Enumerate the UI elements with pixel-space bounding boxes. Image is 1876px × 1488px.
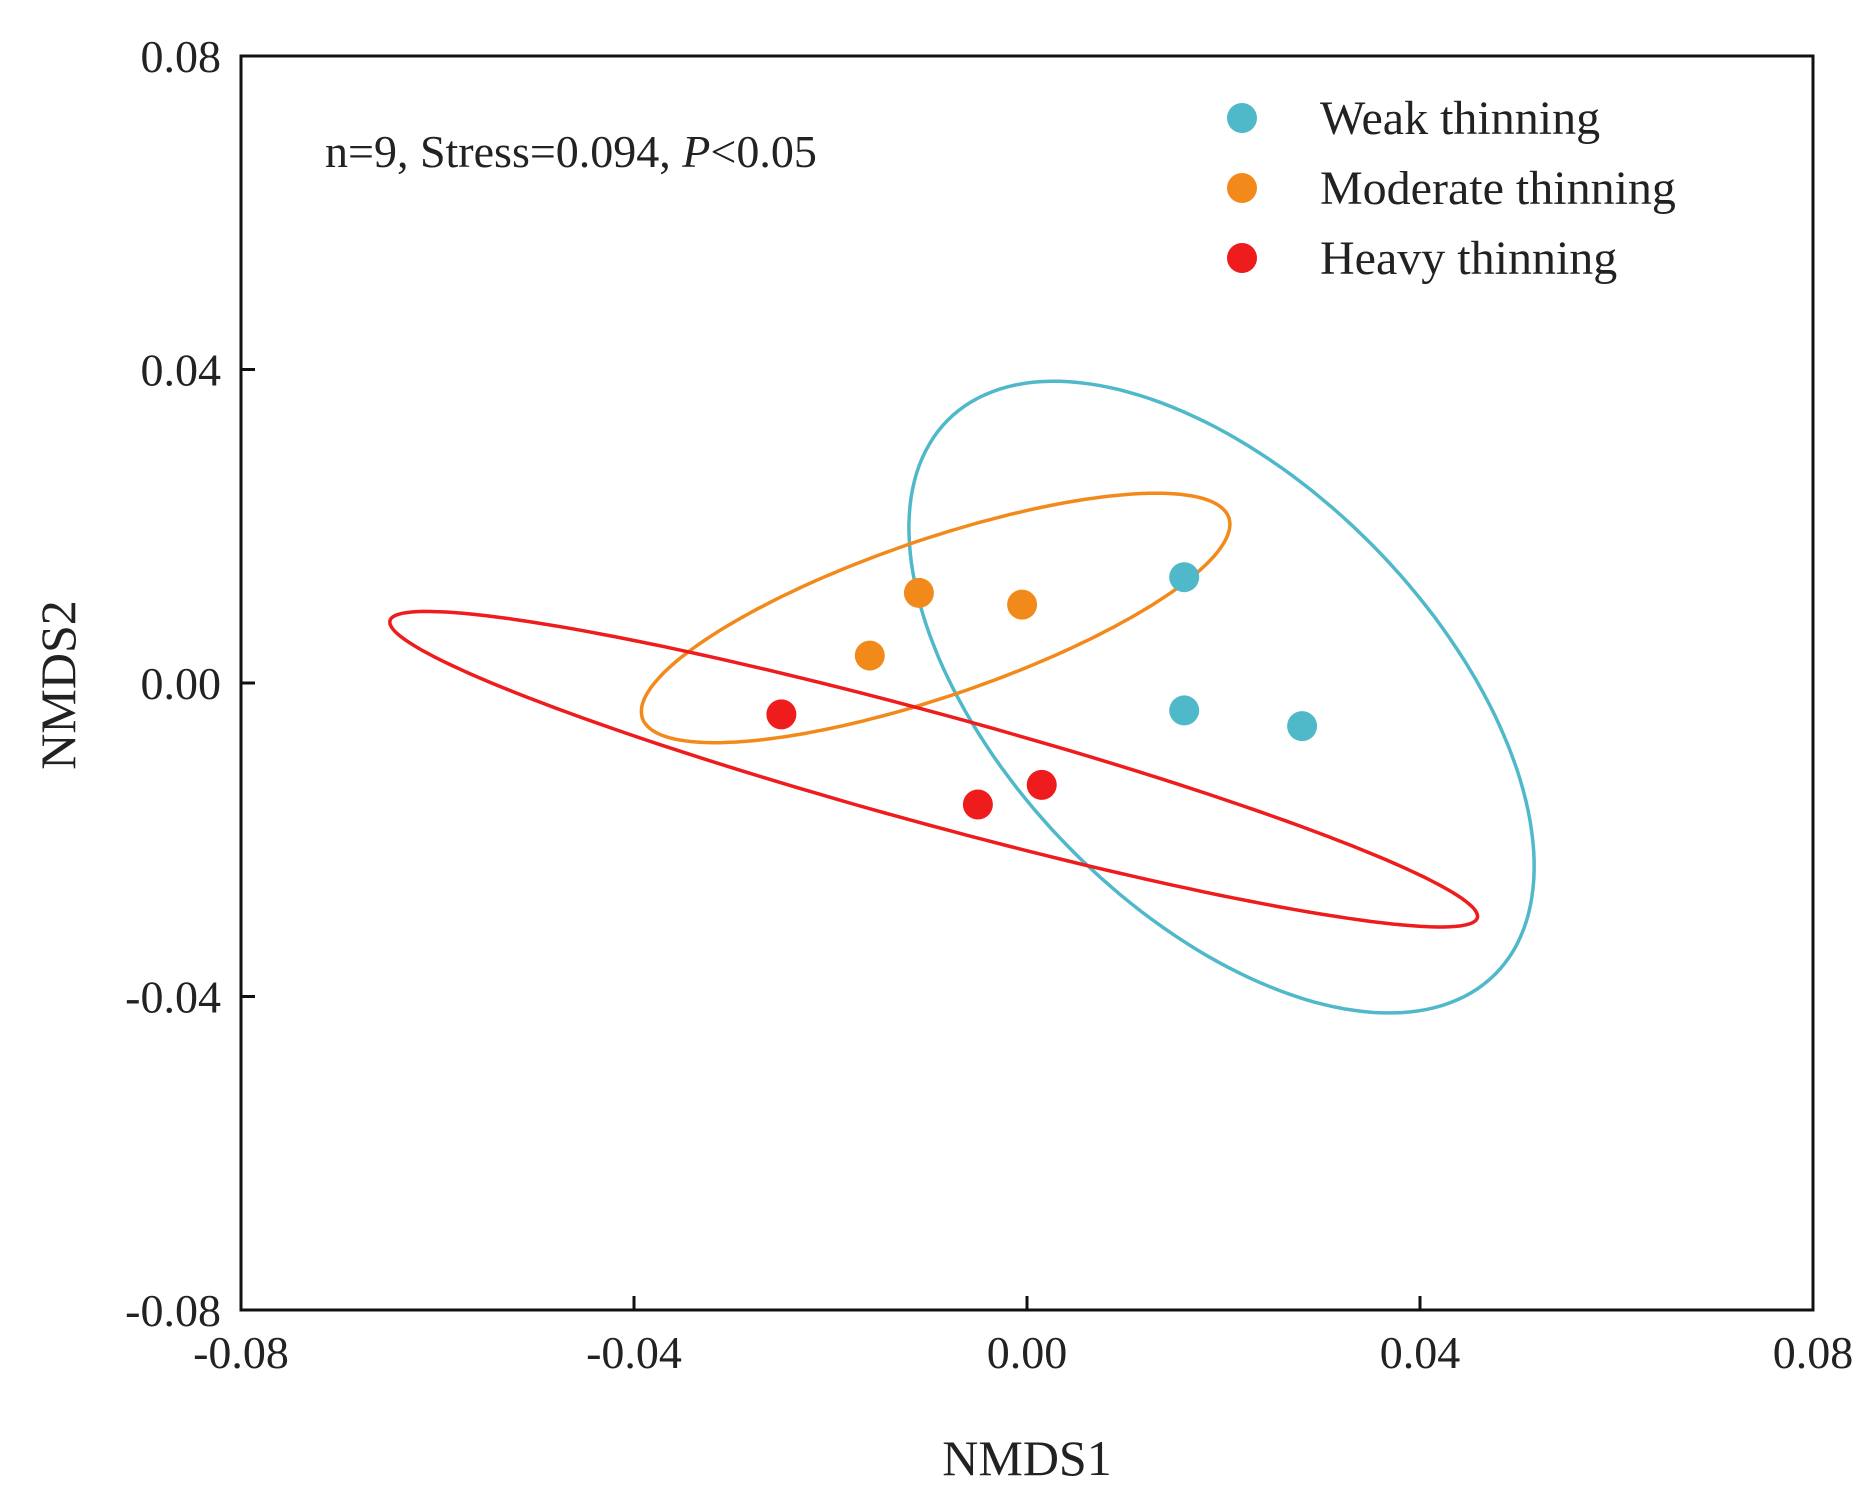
stats-annotation: n=9, Stress=0.094, P<0.05 [325, 126, 817, 177]
ellipse-moderate-thinning [639, 491, 1232, 745]
y-axis-title: NMDS2 [30, 600, 86, 769]
y-tick-label: 0.08 [141, 31, 222, 82]
legend-marker-heavy-thinning [1227, 243, 1257, 273]
point-heavy-thinning [766, 699, 797, 730]
x-tick-label: 0.00 [987, 1327, 1068, 1378]
point-heavy-thinning [1026, 769, 1057, 800]
point-weak-thinning [1169, 695, 1200, 726]
stats-annotation-suffix: <0.05 [710, 126, 816, 177]
legend-label-moderate-thinning: Moderate thinning [1320, 162, 1676, 215]
x-tick-label: 0.04 [1380, 1327, 1461, 1378]
ellipse-weak-thinning [907, 379, 1536, 1015]
legend: Weak thinning Moderate thinning Heavy th… [1227, 92, 1676, 285]
legend-label-weak-thinning: Weak thinning [1320, 92, 1600, 145]
y-tick-label: -0.04 [125, 972, 221, 1023]
point-heavy-thinning [962, 789, 993, 820]
point-moderate-thinning [903, 577, 934, 608]
stats-annotation-p: P [681, 126, 710, 177]
legend-marker-weak-thinning [1227, 103, 1257, 133]
x-tick-label: 0.08 [1773, 1327, 1854, 1378]
data-points [766, 562, 1318, 820]
y-tick-label: 0.00 [141, 658, 222, 709]
point-moderate-thinning [1007, 589, 1038, 620]
x-tick-label: -0.08 [193, 1327, 289, 1378]
x-tick-label: -0.04 [586, 1327, 682, 1378]
ellipse-heavy-thinning [388, 609, 1480, 929]
legend-label-heavy-thinning: Heavy thinning [1320, 232, 1617, 285]
point-moderate-thinning [854, 640, 885, 671]
point-weak-thinning [1169, 562, 1200, 593]
y-tick-label: -0.08 [125, 1285, 221, 1336]
stats-annotation-prefix: n=9, Stress=0.094, [325, 126, 682, 177]
x-axis-title: NMDS1 [942, 1430, 1111, 1486]
legend-marker-moderate-thinning [1227, 173, 1257, 203]
point-weak-thinning [1287, 711, 1318, 742]
confidence-ellipses [388, 379, 1536, 1015]
axis-ticks: -0.08 -0.04 0.00 0.04 0.08 -0.08 -0.04 0.00 0.04… [125, 31, 1853, 1378]
y-tick-label: 0.04 [141, 345, 222, 396]
